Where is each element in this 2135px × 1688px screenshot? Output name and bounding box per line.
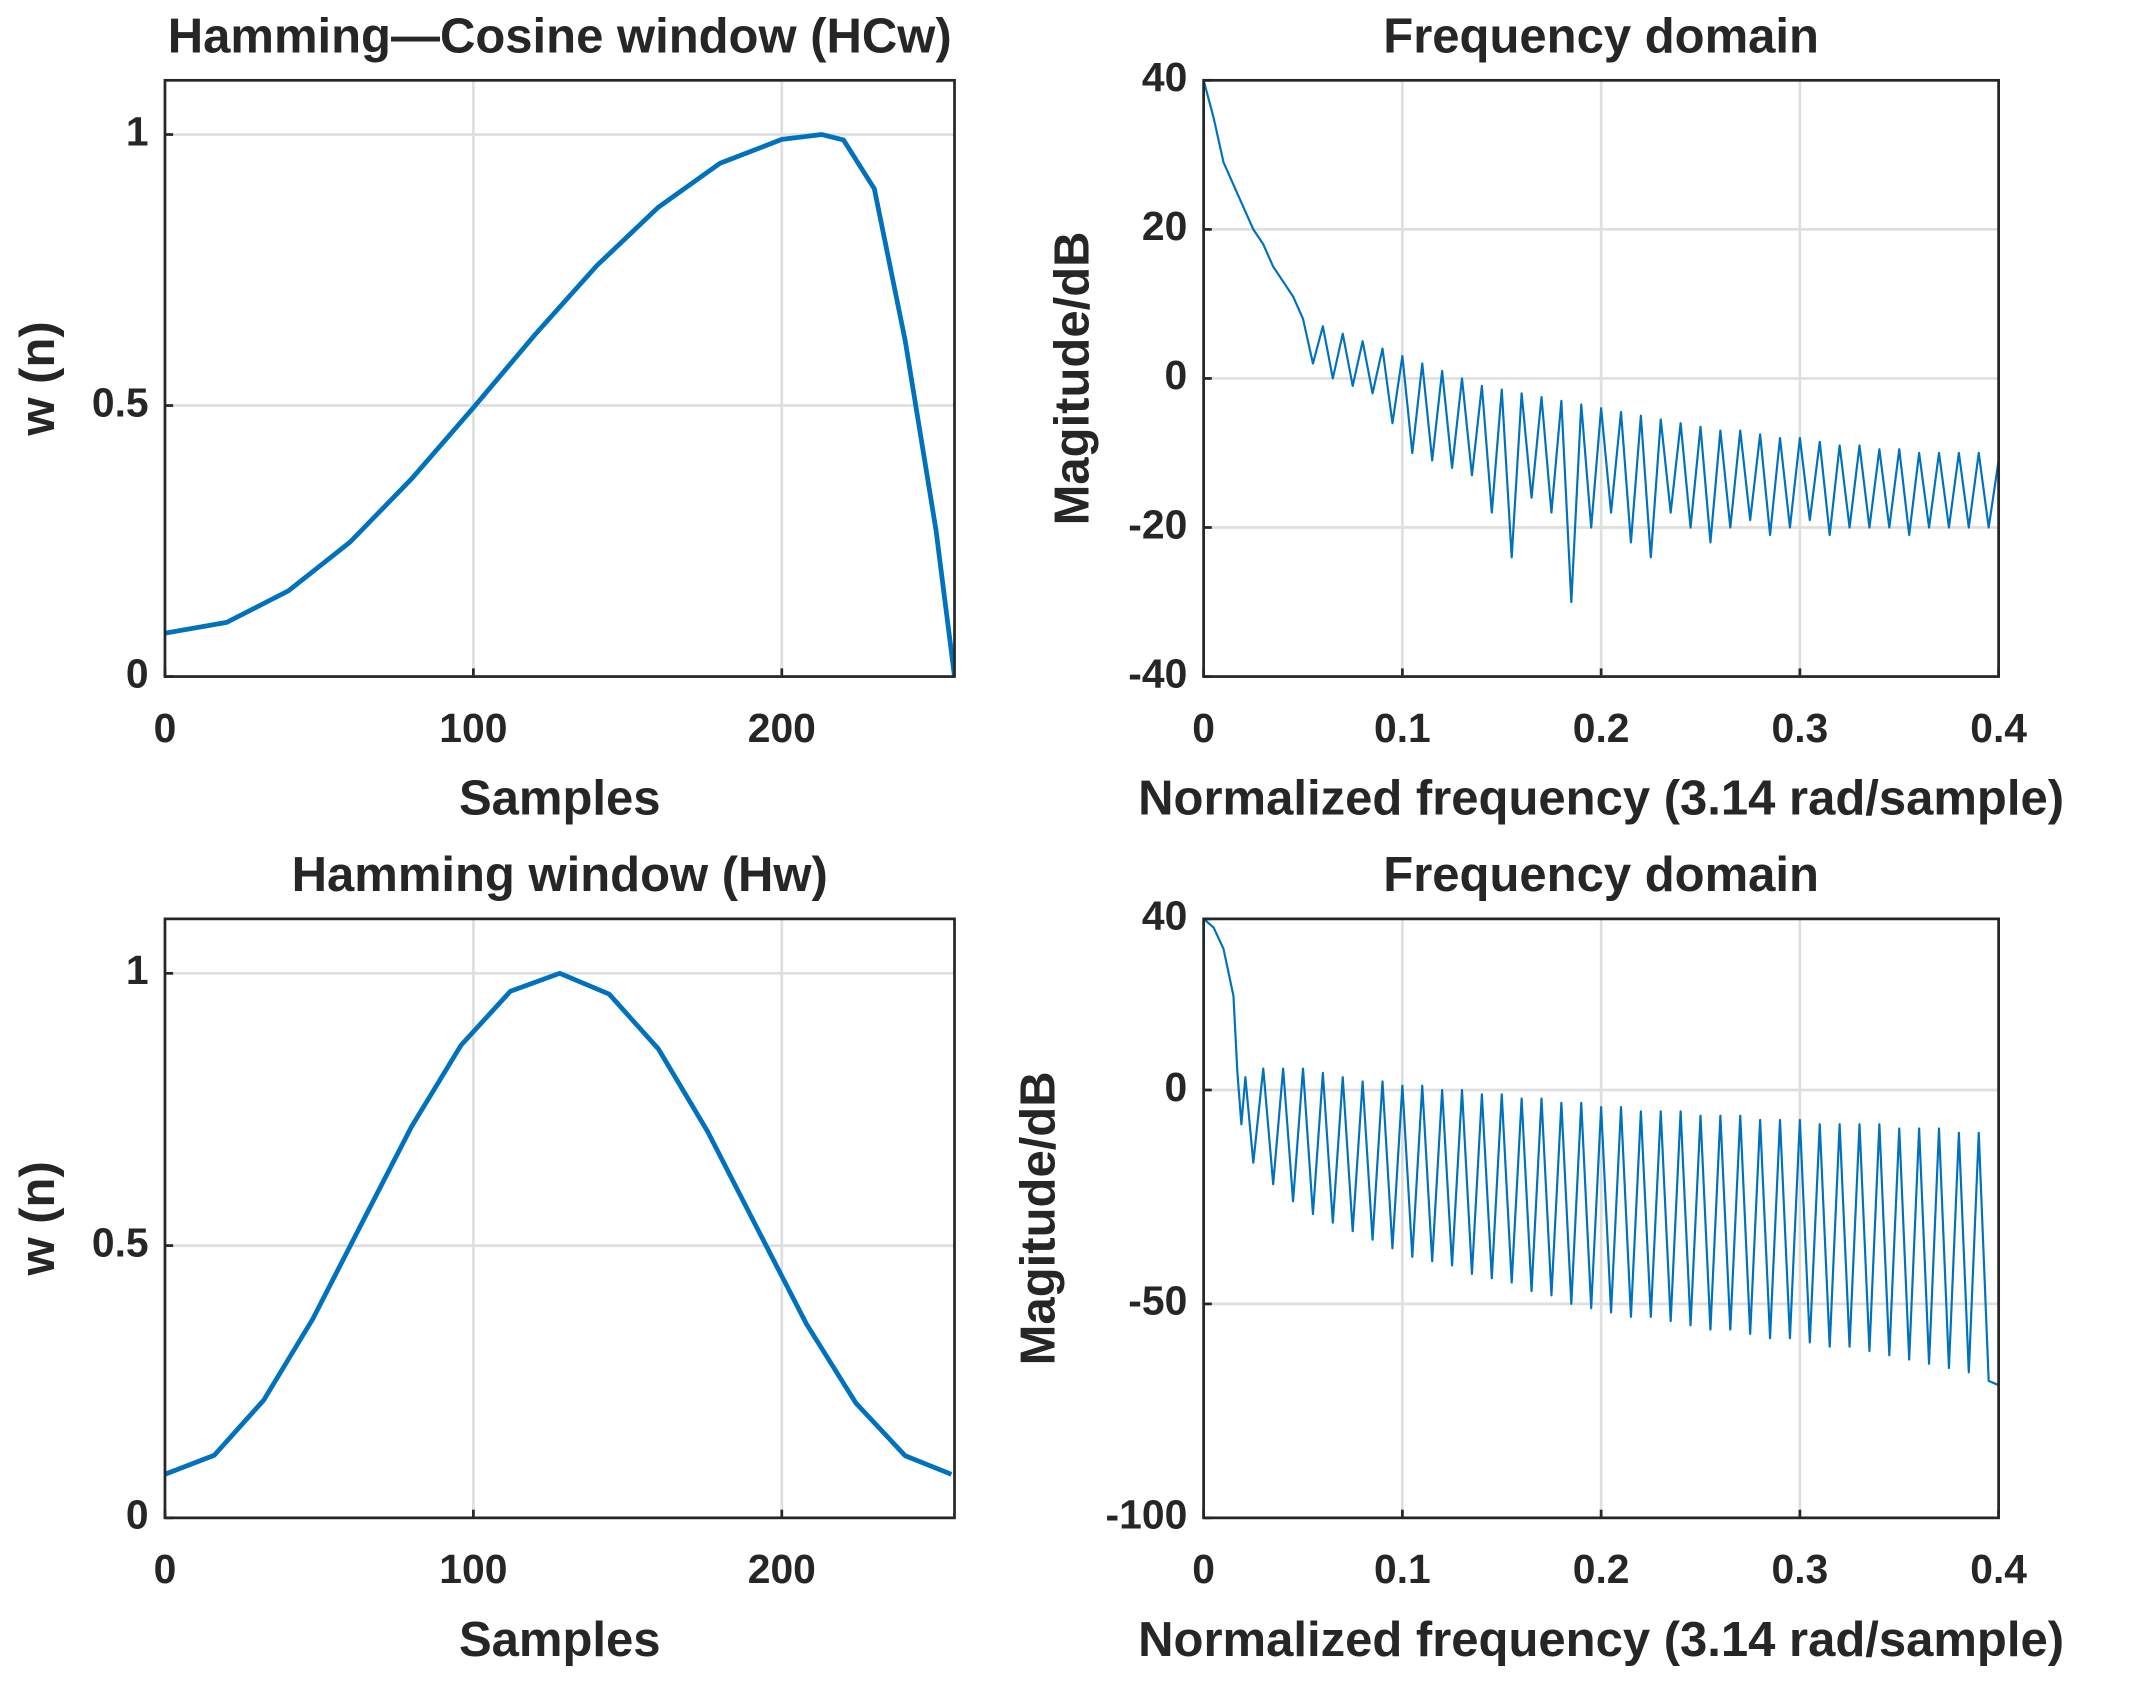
y-tick-label: 0.5	[92, 1219, 149, 1265]
chart-title: Frequency domain	[1383, 9, 1819, 63]
axes-bg	[164, 80, 955, 677]
x-tick-label: 0.3	[1771, 705, 1828, 751]
chart-title: Hamming—Cosine window (HCw)	[168, 9, 952, 63]
y-tick-label: 1	[126, 947, 149, 993]
x-axis-label: Normalized frequency (3.14 rad/sample)	[1138, 1613, 2064, 1667]
y-tick-label: -20	[1128, 501, 1187, 547]
x-tick-label: 0.3	[1771, 1546, 1828, 1592]
axes-box	[1202, 78, 2000, 678]
y-axis-label: w (n)	[11, 321, 65, 436]
y-tick-label: -50	[1128, 1278, 1187, 1324]
axes-box	[1202, 917, 2000, 1520]
y-tick-label: 20	[1142, 203, 1187, 249]
data-line	[164, 132, 955, 677]
data-line	[1203, 918, 1999, 1387]
x-tick-label: 100	[439, 1546, 507, 1592]
x-tick-label: 0.1	[1374, 1546, 1431, 1592]
x-tick-label: 0	[154, 705, 177, 751]
y-tick-label: 0	[1165, 352, 1188, 398]
y-tick-label: 0	[126, 650, 149, 696]
data-line	[164, 970, 953, 1477]
x-axis-label: Normalized frequency (3.14 rad/sample)	[1138, 772, 2064, 826]
axes-box	[163, 917, 956, 1520]
x-tick-label: 200	[748, 705, 816, 751]
x-tick-label: 200	[748, 1546, 816, 1592]
x-axis-label: Samples	[459, 1613, 661, 1667]
axes-bg	[164, 918, 955, 1518]
y-tick-label: 1	[126, 108, 149, 154]
y-axis-label: Magitude/dB	[1012, 1071, 1066, 1365]
y-tick-label: 0	[126, 1492, 149, 1538]
x-tick-label: 100	[439, 705, 507, 751]
y-tick-label: -100	[1106, 1492, 1188, 1538]
chart-title: Hamming window (Hw)	[292, 848, 828, 902]
x-tick-label: 0.4	[1970, 1546, 2027, 1592]
chart-title: Frequency domain	[1383, 848, 1819, 902]
x-tick-label: 0	[1192, 1546, 1215, 1592]
x-axis-label: Samples	[459, 772, 661, 826]
y-axis-label: Magitude/dB	[1046, 231, 1100, 525]
x-tick-label: 0	[154, 1546, 177, 1592]
y-tick-label: 0.5	[92, 379, 149, 425]
axes-box	[163, 78, 956, 678]
y-tick-label: 40	[1142, 893, 1187, 939]
x-tick-label: 0.2	[1573, 705, 1630, 751]
y-tick-label: 40	[1142, 54, 1187, 100]
x-tick-label: 0	[1192, 705, 1215, 751]
y-axis-label: w (n)	[11, 1161, 65, 1276]
x-tick-label: 0.2	[1573, 1546, 1630, 1592]
x-tick-label: 0.4	[1970, 705, 2027, 751]
x-tick-label: 0.1	[1374, 705, 1431, 751]
data-line	[1203, 80, 1999, 604]
y-tick-label: -40	[1128, 650, 1187, 696]
y-tick-label: 0	[1165, 1064, 1188, 1110]
